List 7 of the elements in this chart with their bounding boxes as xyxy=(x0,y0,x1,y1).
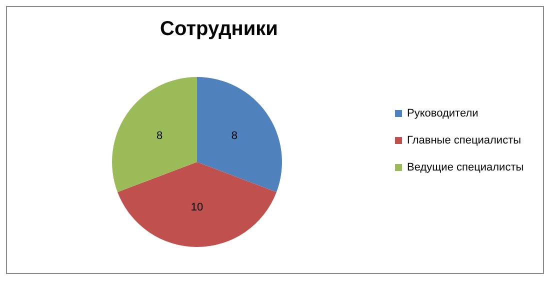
data-label: 8 xyxy=(231,130,238,142)
data-label: 10 xyxy=(190,202,204,214)
data-label: 8 xyxy=(156,130,163,142)
chart-title: Сотрудники xyxy=(160,18,278,40)
legend-label: Ведущие специалисты xyxy=(407,162,524,174)
legend-label: Главные специалисты xyxy=(407,134,522,146)
legend-label: Руководители xyxy=(407,108,478,120)
